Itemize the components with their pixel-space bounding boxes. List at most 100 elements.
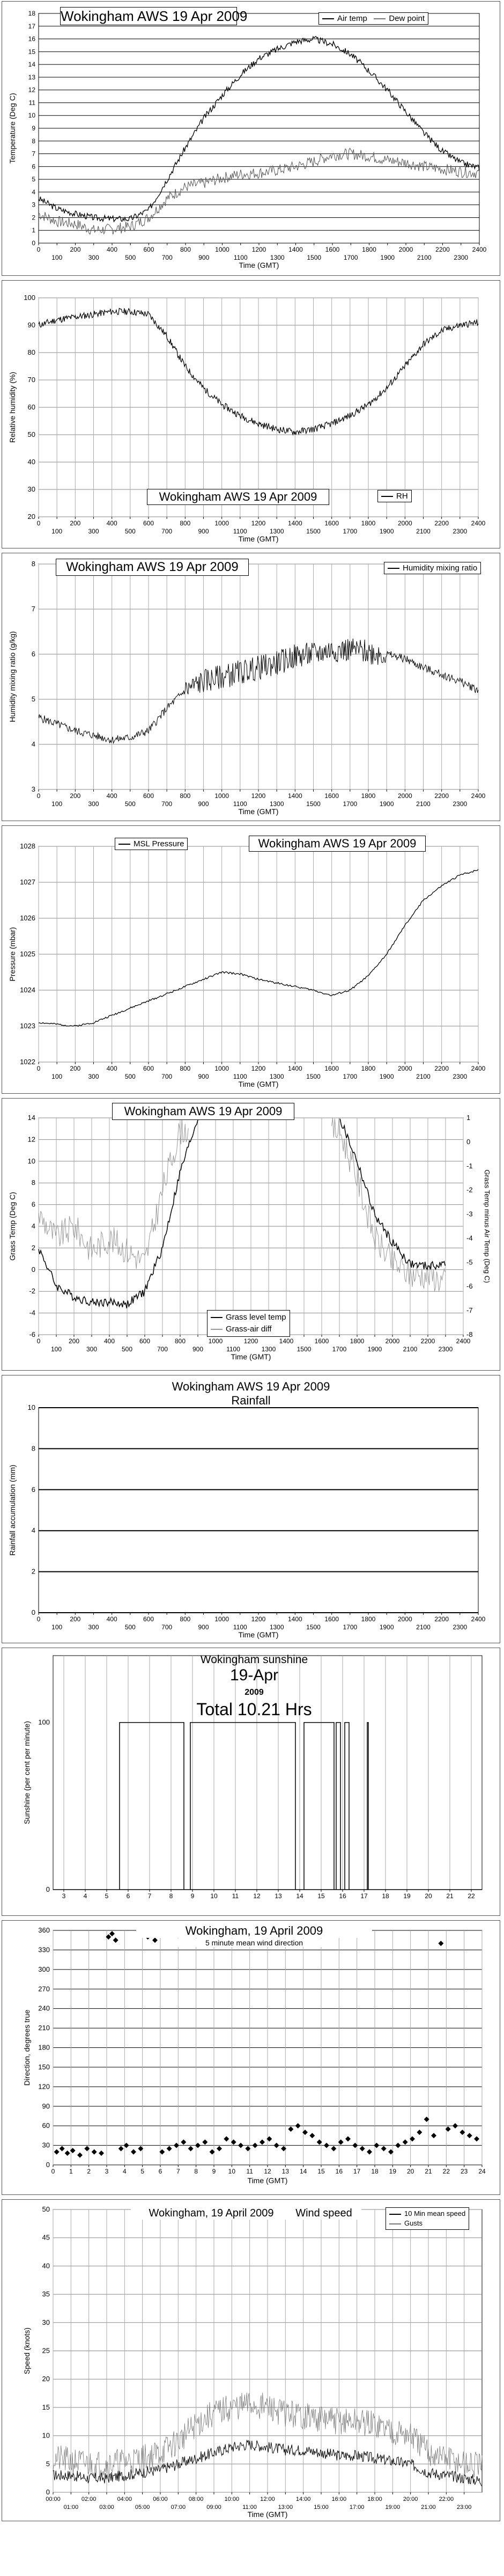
y-tick-label: 2: [32, 1243, 35, 1252]
y2-tick-label: -6: [466, 1282, 473, 1290]
x-tick-label: 1500: [297, 1345, 312, 1353]
chart-subtitle: Rainfall: [231, 1394, 271, 1407]
wind-direction-point: [113, 1937, 118, 1943]
x-tick-label: 1600: [315, 1337, 329, 1345]
wind-direction-point: [474, 2136, 479, 2142]
chart-title: Wokingham AWS 19 Apr 2009: [56, 559, 249, 576]
y-tick-label: 0: [32, 1265, 35, 1274]
wind-direction-point: [123, 2142, 129, 2148]
x-tick-label: 1400: [288, 792, 302, 800]
x-tick-label: 1900: [380, 800, 394, 808]
wind-direction-point: [302, 2129, 308, 2135]
sunshine-interval: [336, 1722, 341, 1890]
y2-tick-label: -7: [466, 1306, 473, 1314]
x-tick-label: 18:00: [367, 2496, 382, 2502]
wind-direction-point: [64, 2150, 70, 2156]
x-tick-label: 15: [317, 2168, 325, 2175]
x-tick-label: 500: [125, 800, 136, 808]
wind-speed-chart: 0 5 10 15 20 25 30 35 40 45 50 00:00 02:00 04:00 06:00…: [2, 2199, 500, 2521]
x-tick-label: 10: [210, 1892, 218, 1900]
wind-direction-point: [188, 2146, 194, 2151]
x-tick-label: 2000: [398, 519, 412, 527]
x-tick-label: 2200: [434, 792, 449, 800]
x-axis-label: Time (GMT): [248, 2176, 288, 2185]
mixing-ratio-chart: 3 4 5 6 7 8 0 200 400 600 800 1000 1200 1400 1600 1800 2…: [2, 553, 500, 821]
wind-direction-point: [359, 2146, 365, 2151]
series-line-air-temp: [38, 35, 480, 223]
wind-direction-point: [181, 2139, 187, 2145]
x-tick-label: 1600: [324, 1615, 339, 1623]
y-tick-label: 360: [38, 1926, 50, 1934]
y-tick-label: 9: [32, 125, 35, 132]
wind-direction-point: [131, 2149, 136, 2155]
x-tick-label: 1700: [343, 1073, 357, 1080]
series-line-grass-temp: [38, 1118, 446, 1309]
x-tick-label: 1000: [209, 1337, 223, 1345]
x-tick-label: 800: [175, 1337, 186, 1345]
x-tick-label: 9: [212, 2168, 216, 2175]
x-tick-label: 2200: [434, 519, 449, 527]
wind-direction-point: [331, 2146, 337, 2151]
wind-direction-point: [118, 2146, 124, 2151]
x-tick-label: 2200: [434, 1615, 449, 1623]
x-tick-label: 1700: [343, 800, 357, 808]
legend-label: Humidity mixing ratio: [403, 564, 478, 573]
legend-label: Grass level temp: [226, 1313, 286, 1322]
x-tick-label: 800: [180, 1615, 190, 1623]
y-axis-label: Sunshine (per cent per minute): [23, 1721, 31, 1824]
wind-direction-chart: 0 30 60 90 120 150 180 210 240 270 300 330 360 0 1 2 3 4 5…: [2, 1920, 500, 2195]
wind-direction-point: [245, 2146, 251, 2151]
x-tick-label: 0: [37, 792, 41, 800]
x-tick-label: 1400: [279, 1337, 294, 1345]
series-line-mixing-ratio: [38, 638, 479, 744]
x-tick-label: 2400: [471, 792, 486, 800]
x-tick-label: 100: [51, 528, 62, 535]
chart-title: Wokingham, 19 April 2009: [136, 1924, 372, 1938]
x-tick-label: 20: [425, 1892, 432, 1900]
chart-title: Wokingham AWS 19 Apr 2009: [112, 1103, 294, 1120]
x-tick-label: 800: [180, 246, 191, 253]
legend-swatch-rh: [381, 496, 393, 497]
legend-swatch-grass-temp: [211, 1317, 223, 1319]
y-tick-label: 1025: [20, 950, 35, 958]
x-axis-label: Time (GMT): [231, 1352, 271, 1361]
x-tick-label: 2200: [421, 1337, 435, 1345]
y-tick-label: 330: [38, 1945, 50, 1953]
x-tick-label: 1100: [233, 528, 247, 535]
temperature-chart: 0 1 2 3 4 5 6 7 8 9 10 11 12 13 14 15 16 17 18 0 200 400 600 80…: [2, 1, 500, 276]
y-tick-label: 0: [32, 1608, 35, 1616]
x-tick-label: 04:00: [117, 2496, 132, 2502]
x-tick-label: 1000: [214, 792, 229, 800]
wind-direction-point: [438, 1941, 444, 1946]
x-tick-label: 500: [122, 1345, 132, 1353]
wind-direction-point: [209, 2149, 215, 2155]
x-tick-label: 1700: [343, 528, 357, 535]
wind-direction-point: [59, 2146, 65, 2151]
wind-direction-point: [309, 2133, 315, 2139]
x-tick-label: 700: [162, 254, 173, 261]
wind-direction-point: [295, 2123, 301, 2129]
legend-swatch-mixing-ratio: [388, 568, 399, 569]
x-tick-label: 500: [125, 254, 136, 261]
x-tick-label: 1800: [350, 1337, 365, 1345]
x-tick-label: 1000: [214, 1065, 229, 1072]
x-axis-label: Time (GMT): [239, 807, 279, 816]
sunshine-interval: [190, 1722, 296, 1890]
legend-label: Grass-air diff: [226, 1324, 272, 1334]
y-tick-label: 0: [46, 2161, 50, 2169]
x-tick-label: 2100: [417, 254, 432, 261]
y-tick-label: 40: [42, 2262, 50, 2270]
wind-direction-point: [260, 2139, 265, 2145]
x-tick-label: 2300: [453, 800, 467, 808]
x-tick-label: 1600: [325, 246, 340, 253]
y2-axis-label: Grass Temp minus Air Temp (Deg C): [483, 1169, 491, 1283]
y-tick-label: 4: [32, 740, 35, 748]
x-tick-label: 22: [468, 1892, 475, 1900]
x-tick-label: 1300: [270, 800, 284, 808]
y2-tick-label: 1: [466, 1114, 470, 1122]
wind-speed-plot: 0 5 10 15 20 25 30 35 40 45 50 00:00 02:00 04:00 06:00…: [23, 2205, 483, 2519]
x-tick-label: 2300: [453, 1623, 467, 1631]
humidity-chart: 20 30 40 50 60 70 80 90 100 0 200 400 600 800 1000 1200…: [2, 280, 500, 548]
wind-direction-point: [388, 2149, 394, 2155]
